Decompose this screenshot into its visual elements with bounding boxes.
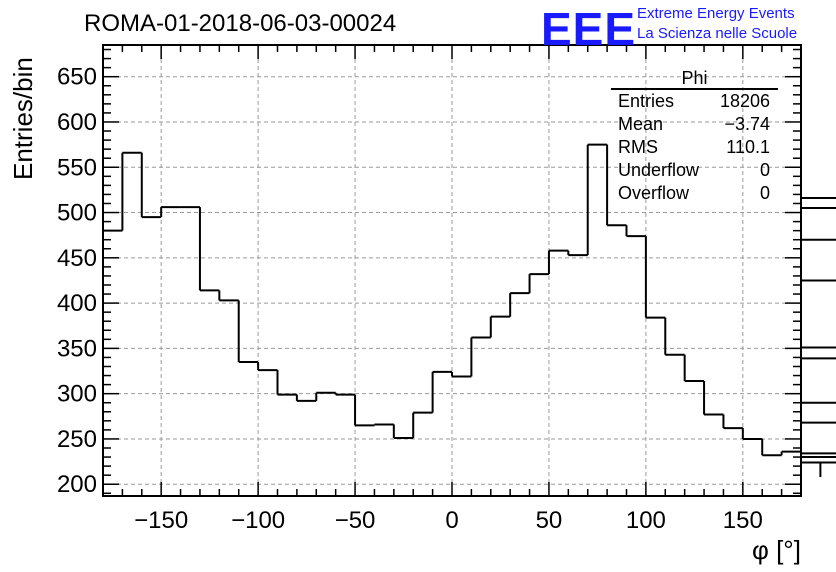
x-tick-label: −150 <box>134 507 188 534</box>
stats-label: Overflow <box>618 183 690 203</box>
stats-row-overflow: Overflow 0 <box>611 182 778 205</box>
y-tick-label: 600 <box>57 109 97 136</box>
x-tick-label: 150 <box>723 507 763 534</box>
stats-value: 110.1 <box>726 137 770 157</box>
y-tick-label: 250 <box>57 426 97 453</box>
stats-label: Entries <box>618 91 675 111</box>
x-tick-label: −50 <box>335 507 376 534</box>
logo-caption-line1: Extreme Energy Events <box>637 5 795 22</box>
eee-logo: EEE <box>541 3 637 55</box>
x-tick-label: 100 <box>626 507 666 534</box>
x-tick-label: 50 <box>536 507 563 534</box>
y-axis-label: Entries/bin <box>8 57 38 180</box>
stats-row-rms: RMS 110.1 <box>611 136 778 159</box>
y-tick-label: 500 <box>57 200 97 227</box>
stats-box: Phi Entries 18206 Mean −3.74 RMS 110.1 U… <box>611 68 778 205</box>
y-tick-label: 350 <box>57 335 97 362</box>
axis-tick-labels: −150 −100 −50 0 50 100 150 200 250 300 350 400 450 50… <box>57 64 763 534</box>
chart-title: ROMA-01-2018-06-03-00024 <box>84 10 397 37</box>
x-tick-label: 0 <box>445 507 458 534</box>
histogram-bars <box>103 143 836 477</box>
y-tick-label: 650 <box>57 64 97 91</box>
stats-label: Mean <box>618 114 664 134</box>
x-tick-label: −100 <box>231 507 285 534</box>
stats-row-mean: Mean −3.74 <box>611 113 778 136</box>
stats-value: 0 <box>759 183 770 203</box>
y-tick-label: 200 <box>57 471 97 498</box>
stats-value: −3.74 <box>724 114 770 134</box>
logo-caption: Extreme Energy Events La Scienza nelle S… <box>637 4 797 44</box>
stats-label: Underflow <box>618 160 700 180</box>
y-tick-label: 400 <box>57 290 97 317</box>
y-tick-label: 450 <box>57 245 97 272</box>
axis-ticks <box>102 45 802 496</box>
y-tick-label: 550 <box>57 154 97 181</box>
stats-label: RMS <box>618 137 658 157</box>
y-tick-label: 300 <box>57 381 97 408</box>
grid-lines <box>103 45 801 496</box>
stats-row-underflow: Underflow 0 <box>611 159 778 182</box>
stats-value: 18206 <box>719 91 770 111</box>
x-axis-label: φ [°] <box>752 535 801 565</box>
stats-row-entries: Entries 18206 <box>611 90 778 113</box>
stats-value: 0 <box>759 160 770 180</box>
stats-title: Phi <box>611 68 778 90</box>
logo-caption-line2: La Scienza nelle Scuole <box>637 25 798 42</box>
